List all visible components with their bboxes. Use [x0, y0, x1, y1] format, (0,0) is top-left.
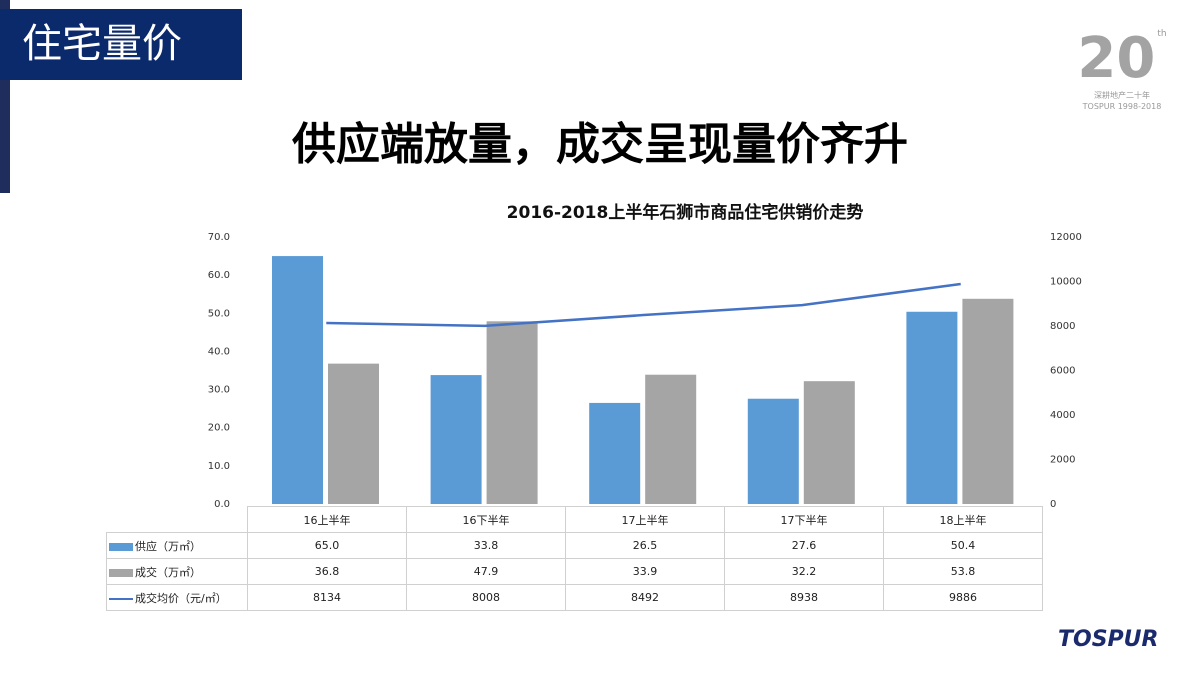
series-name: 成交（万㎡） [135, 565, 201, 579]
category-label: 18上半年 [883, 506, 1043, 533]
data-cell: 53.8 [883, 558, 1043, 585]
table-row: 成交均价（元/㎡） 8134 8008 8492 8938 9886 [106, 584, 1043, 611]
table-corner-cell [106, 506, 248, 533]
y-right-tick-label: 4000 [1050, 410, 1075, 421]
y-right-tick-label: 0 [1050, 499, 1056, 510]
y-left-tick-label: 70.0 [208, 232, 230, 243]
y-left-tick-label: 40.0 [208, 346, 230, 357]
table-header-row: 16上半年 16下半年 17上半年 17下半年 18上半年 [106, 506, 1043, 533]
data-cell: 26.5 [565, 532, 725, 559]
series-name: 供应（万㎡） [135, 539, 201, 553]
y-left-tick-label: 60.0 [208, 270, 230, 281]
y-right-tick-label: 6000 [1050, 366, 1075, 377]
chart-title: 2016-2018上半年石狮市商品住宅供销价走势 [506, 203, 864, 223]
section-title: 住宅量价 [0, 9, 242, 80]
data-cell: 33.8 [406, 532, 566, 559]
data-cell: 9886 [883, 584, 1043, 611]
table-row: 供应（万㎡） 65.0 33.8 26.5 27.6 50.4 [106, 532, 1043, 559]
y-left-tick-label: 30.0 [208, 385, 230, 396]
data-cell: 47.9 [406, 558, 566, 585]
y-left-tick-label: 0.0 [214, 499, 230, 510]
category-label: 16上半年 [247, 506, 407, 533]
y-left-tick-label: 10.0 [208, 461, 230, 472]
table-row: 成交（万㎡） 36.8 47.9 33.9 32.2 53.8 [106, 558, 1043, 585]
series-label: 成交（万㎡） [106, 558, 248, 585]
series-label: 供应（万㎡） [106, 532, 248, 559]
deal-bar [645, 374, 697, 504]
data-cell: 8008 [406, 584, 566, 611]
data-cell: 50.4 [883, 532, 1043, 559]
logo-sup: th [1157, 29, 1167, 39]
sidebar-accent-bar [0, 0, 10, 193]
data-cell: 8492 [565, 584, 725, 611]
deal-bar [803, 381, 855, 504]
data-cell: 8938 [724, 584, 884, 611]
data-cell: 36.8 [247, 558, 407, 585]
supply-bar [589, 402, 641, 504]
logo-number: 20 [1077, 26, 1156, 91]
legend-key [109, 597, 133, 600]
data-cell: 32.2 [724, 558, 884, 585]
legend-key [109, 568, 133, 577]
data-table: 16上半年 16下半年 17上半年 17下半年 18上半年 供应（万㎡） 65.0 33.8… [106, 506, 1043, 611]
deal-bar [486, 321, 538, 504]
y-left-tick-label: 50.0 [208, 308, 230, 319]
series-label: 成交均价（元/㎡） [106, 584, 248, 611]
y-right-tick-label: 8000 [1050, 321, 1075, 332]
supply-bar [430, 375, 482, 504]
data-cell: 8134 [247, 584, 407, 611]
deal-bar [328, 363, 379, 504]
data-cell: 65.0 [247, 532, 407, 559]
y-right-tick-label: 12000 [1050, 232, 1082, 243]
series-name: 成交均价（元/㎡） [135, 591, 227, 605]
data-cell: 33.9 [565, 558, 725, 585]
supply-bar [272, 256, 323, 504]
legend-key [109, 542, 133, 551]
logo-line1: 深耕地产二十年 [1094, 91, 1150, 100]
tospur-logo: TOSPUR [1058, 627, 1159, 652]
deal-bar [962, 298, 1014, 504]
supply-bar [906, 311, 958, 504]
y-right-tick-label: 10000 [1050, 277, 1082, 288]
category-label: 17上半年 [565, 506, 725, 533]
logo-line2: TOSPUR 1998-2018 [1082, 102, 1162, 111]
category-label: 16下半年 [406, 506, 566, 533]
y-right-tick-label: 2000 [1050, 455, 1075, 466]
data-cell: 27.6 [724, 532, 884, 559]
price-line [326, 282, 961, 328]
y-left-tick-label: 20.0 [208, 423, 230, 434]
page-headline: 供应端放量，成交呈现量价齐升 [292, 119, 908, 170]
supply-bar [747, 398, 799, 504]
category-label: 17下半年 [724, 506, 884, 533]
